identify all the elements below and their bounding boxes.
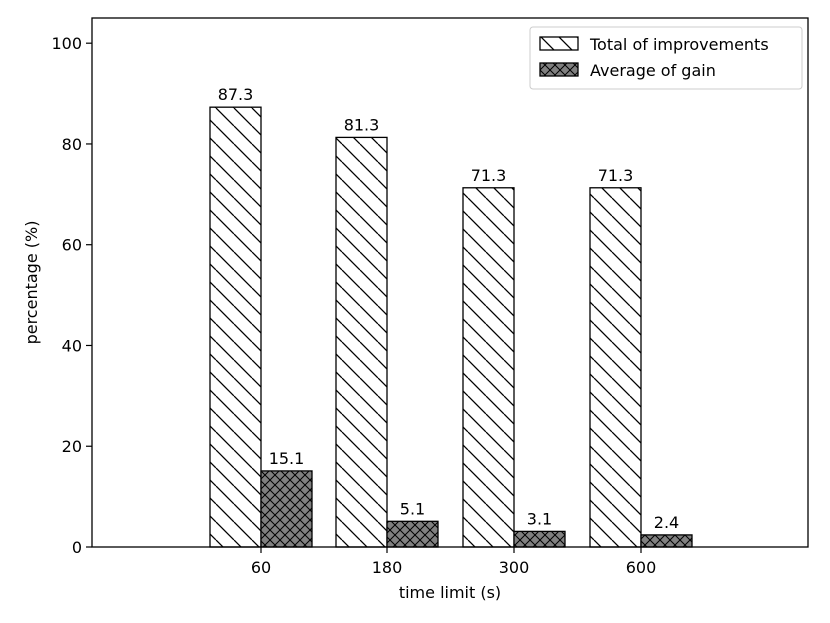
y-tick-label: 40 <box>62 336 82 355</box>
bars-layer <box>209 106 693 548</box>
data-label-total-of-improvements-300: 71.3 <box>471 166 507 185</box>
legend-swatch-total-of-improvements <box>539 36 579 51</box>
bar-average-of-gain-300 <box>513 530 566 548</box>
data-label-average-of-gain-600: 2.4 <box>654 513 679 532</box>
data-label-total-of-improvements-60: 87.3 <box>218 85 254 104</box>
y-axis-label: percentage (%) <box>22 221 41 345</box>
y-tick-label: 80 <box>62 135 82 154</box>
x-tick-label: 180 <box>372 558 403 577</box>
y-tick-label: 60 <box>62 236 82 255</box>
x-axis-label: time limit (s) <box>399 583 501 602</box>
data-labels-layer: 87.3 81.3 71.3 71.3 15.1 5.1 3.1 2.4 <box>218 85 680 532</box>
y-tick-label: 100 <box>51 34 82 53</box>
plot-frame <box>91 17 809 548</box>
x-tick-label: 60 <box>251 558 271 577</box>
bar-average-of-gain-600 <box>640 534 693 548</box>
x-tick-label: 300 <box>499 558 530 577</box>
bar-average-of-gain-180 <box>386 520 439 548</box>
bar-total-of-improvements-600 <box>589 187 642 548</box>
legend-label-total-of-improvements: Total of improvements <box>589 35 769 54</box>
legend-label-average-of-gain: Average of gain <box>590 61 716 80</box>
data-label-average-of-gain-60: 15.1 <box>269 449 305 468</box>
legend: Total of improvements Average of gain <box>529 26 803 90</box>
x-axis-ticks: 60 180 300 600 <box>251 547 656 577</box>
data-label-average-of-gain-300: 3.1 <box>527 509 552 528</box>
bar-total-of-improvements-300 <box>462 187 515 548</box>
legend-box <box>529 26 803 90</box>
data-label-total-of-improvements-180: 81.3 <box>344 115 380 134</box>
x-tick-label: 600 <box>626 558 657 577</box>
bar-average-of-gain-60 <box>260 470 313 548</box>
y-tick-label: 0 <box>72 538 82 557</box>
data-label-average-of-gain-180: 5.1 <box>400 499 425 518</box>
y-axis-ticks: 0 20 40 60 80 100 <box>51 34 92 557</box>
legend-swatch-average-of-gain <box>539 62 579 77</box>
y-tick-label: 20 <box>62 437 82 456</box>
bar-total-of-improvements-60 <box>209 106 262 548</box>
data-label-total-of-improvements-600: 71.3 <box>598 166 634 185</box>
bar-total-of-improvements-180 <box>335 136 388 548</box>
